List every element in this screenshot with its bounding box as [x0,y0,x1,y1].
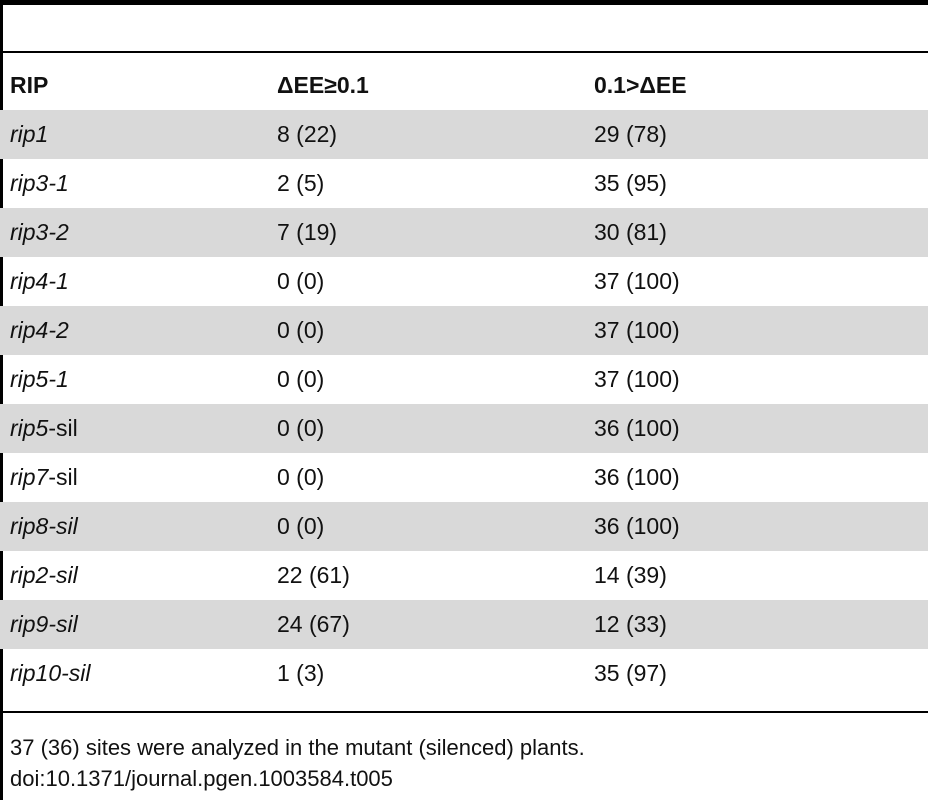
rip-name: rip4-2 [10,317,69,343]
rip-cell: rip2-sil [10,551,78,600]
lt-cell: 36 (100) [594,415,680,441]
header-delta-ee-ge: ΔEE≥0.1 [277,72,369,98]
table-row: rip3-2 7 (19) 30 (81) [0,208,928,257]
header-rip: RIP [10,72,49,98]
ge-cell: 2 (5) [277,170,325,196]
table-bottom-rule [0,711,928,713]
rip-name: rip3-1 [10,170,69,196]
ge-cell: 1 (3) [277,660,325,686]
table-top-rule [0,0,928,5]
rip-suffix: -sil [48,415,78,441]
lt-cell: 37 (100) [594,317,680,343]
rip-cell: rip8-sil [10,502,78,551]
rip-name: rip1 [10,121,49,147]
table-row: rip1 8 (22) 29 (78) [0,110,928,159]
table-row: rip9-sil 24 (67) 12 (33) [0,600,928,649]
rip-cell: rip4-1 [10,257,69,306]
rip-name: rip10-sil [10,660,91,686]
table-footnote: 37 (36) sites were analyzed in the mutan… [10,735,585,760]
ge-cell: 7 (19) [277,219,338,245]
lt-cell: 36 (100) [594,464,680,490]
rip-cell: rip3-2 [10,208,69,257]
table-row: rip5-1 0 (0) 37 (100) [0,355,928,404]
rip-cell: rip10-sil [10,649,91,698]
ge-cell: 0 (0) [277,366,325,392]
lt-cell: 35 (97) [594,660,667,686]
lt-cell: 30 (81) [594,219,667,245]
table-row: rip8-sil 0 (0) 36 (100) [0,502,928,551]
ge-cell: 24 (67) [277,611,350,637]
table-row: rip5 -sil 0 (0) 36 (100) [0,404,928,453]
rip-cell: rip1 [10,110,48,159]
rip-cell: rip3-1 [10,159,69,208]
rip-suffix: -sil [48,464,78,490]
rip-name: rip9-sil [10,611,78,637]
doi-text: doi:10.1371/journal.pgen.1003584.t005 [10,766,393,791]
table-row: rip4-2 0 (0) 37 (100) [0,306,928,355]
rip-name: rip8-sil [10,513,78,539]
rip-name: rip3-2 [10,219,69,245]
rip-cell: rip4-2 [10,306,69,355]
rip-name: rip4-1 [10,268,69,294]
rip-name: rip7 [10,464,49,490]
header-delta-ee-lt: 0.1>ΔEE [594,72,687,98]
table-row: rip4-1 0 (0) 37 (100) [0,257,928,306]
rip-name: rip5 [10,415,49,441]
table-row: rip2-sil 22 (61) 14 (39) [0,551,928,600]
lt-cell: 12 (33) [594,611,667,637]
rip-cell: rip9-sil [10,600,78,649]
lt-cell: 36 (100) [594,513,680,539]
lt-cell: 35 (95) [594,170,667,196]
lt-cell: 14 (39) [594,562,667,588]
rip-cell: rip5 -sil [10,404,78,453]
rip-name: rip2-sil [10,562,78,588]
rip-name: rip5-1 [10,366,69,392]
ge-cell: 0 (0) [277,317,325,343]
rip-cell: rip5-1 [10,355,69,404]
ge-cell: 8 (22) [277,121,338,147]
table-header-row: RIP ΔEE≥0.1 0.1>ΔEE [0,61,928,110]
lt-cell: 37 (100) [594,268,680,294]
table-row: rip7 -sil 0 (0) 36 (100) [0,453,928,502]
ge-cell: 22 (61) [277,562,350,588]
table-header-rule [0,51,928,53]
ge-cell: 0 (0) [277,464,325,490]
lt-cell: 37 (100) [594,366,680,392]
left-border-rule [0,0,3,800]
table-row: rip10-sil 1 (3) 35 (97) [0,649,928,698]
rip-cell: rip7 -sil [10,453,78,502]
lt-cell: 29 (78) [594,121,667,147]
data-table: RIP ΔEE≥0.1 0.1>ΔEE rip1 8 (22) 29 (78) … [0,61,928,698]
ge-cell: 0 (0) [277,415,325,441]
ge-cell: 0 (0) [277,513,325,539]
table-row: rip3-1 2 (5) 35 (95) [0,159,928,208]
ge-cell: 0 (0) [277,268,325,294]
